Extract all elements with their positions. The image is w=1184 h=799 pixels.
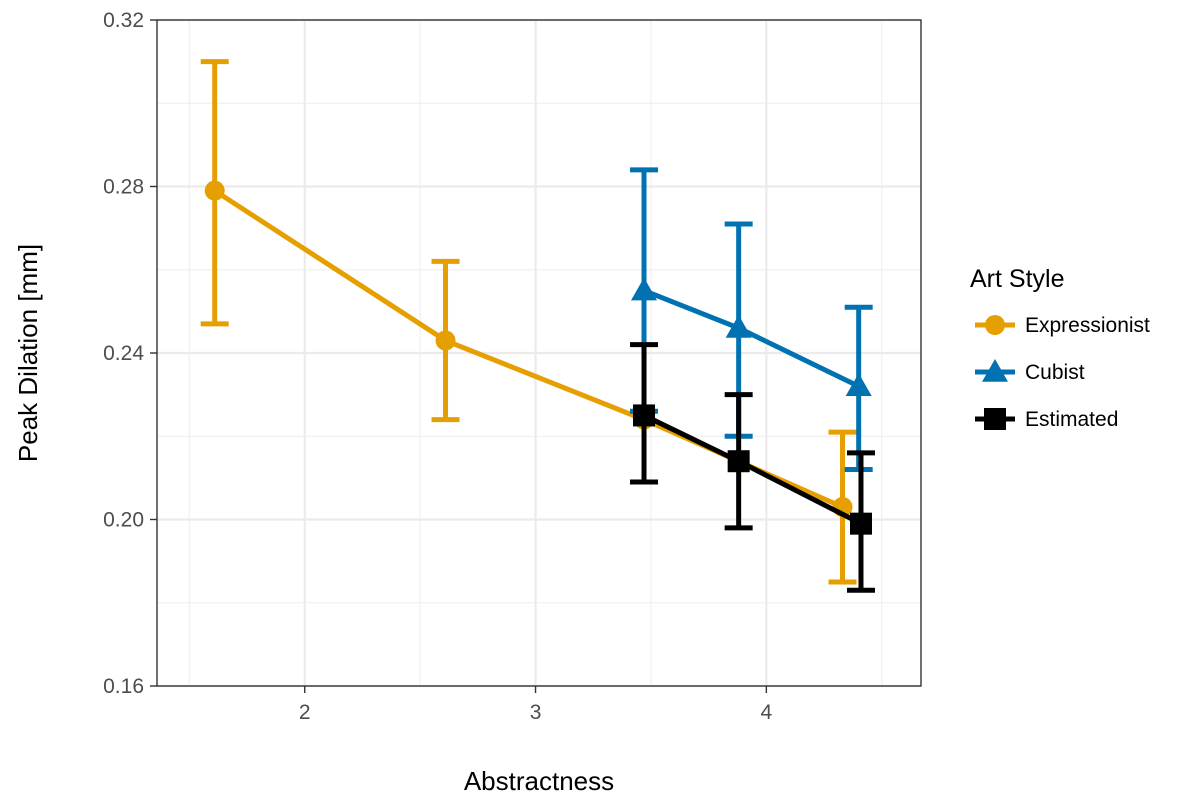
legend-item-cubist: Cubist [975, 359, 1085, 384]
series-estimated [630, 342, 875, 593]
data-point [849, 512, 872, 535]
data-point [633, 404, 656, 427]
y-tick-label: 0.16 [103, 675, 144, 698]
legend-item-expressionist: Expressionist [975, 314, 1150, 337]
series-layer [200, 59, 875, 593]
x-axis: 2 3 4 [299, 686, 773, 724]
y-tick-label: 0.24 [103, 342, 144, 365]
x-axis-title: Abstractness [464, 766, 614, 796]
data-point [845, 373, 872, 397]
data-point [435, 330, 456, 351]
data-point [725, 315, 752, 338]
legend-key-marker [984, 408, 1006, 430]
y-tick-label: 0.28 [103, 176, 144, 199]
legend-label: Expressionist [1025, 314, 1150, 337]
x-tick-label: 2 [299, 701, 311, 724]
legend-item-estimated: Estimated [975, 408, 1118, 431]
x-tick-label: 4 [761, 701, 773, 724]
legend-label: Estimated [1025, 408, 1118, 431]
data-point [631, 277, 658, 301]
y-tick-label: 0.20 [103, 509, 144, 532]
x-tick-label: 3 [530, 701, 542, 724]
legend-key-marker [985, 315, 1005, 335]
legend: Art Style Expressionist Cubist Estimated [970, 265, 1150, 431]
y-axis: 0.16 0.20 0.24 0.28 0.32 [103, 9, 157, 698]
data-point [204, 180, 225, 201]
y-tick-label: 0.32 [103, 9, 144, 32]
legend-label: Cubist [1025, 361, 1085, 384]
y-axis-title: Peak Dilation [mm] [13, 244, 43, 462]
data-point [727, 450, 750, 473]
legend-key-marker [982, 359, 1008, 382]
legend-title: Art Style [970, 265, 1064, 293]
